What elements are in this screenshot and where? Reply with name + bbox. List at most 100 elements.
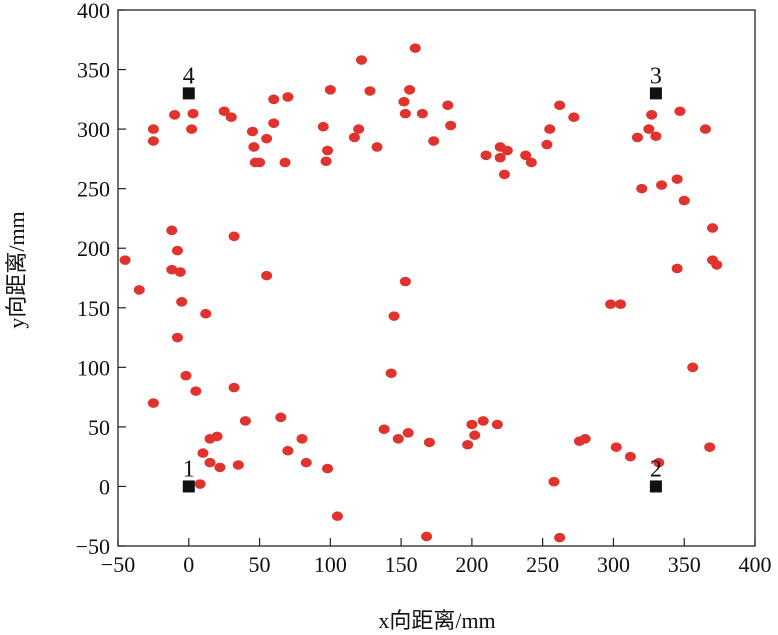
data-point <box>322 463 334 474</box>
data-point <box>416 108 428 119</box>
data-point <box>364 86 376 96</box>
data-point <box>204 457 216 468</box>
x-tick-label: 350 <box>668 552 701 577</box>
data-point <box>248 142 260 152</box>
y-tick-label: 250 <box>77 177 110 202</box>
data-point <box>355 55 367 65</box>
data-point <box>282 445 294 456</box>
data-point <box>704 442 716 452</box>
data-point <box>268 118 280 128</box>
data-point <box>275 412 287 423</box>
data-point <box>246 126 258 137</box>
y-tick-label: 200 <box>77 236 110 261</box>
data-point <box>423 437 435 448</box>
data-point <box>239 416 251 426</box>
data-point <box>187 108 199 119</box>
data-point <box>218 106 230 117</box>
data-point <box>180 370 192 381</box>
data-point <box>404 85 416 95</box>
data-point <box>624 451 636 462</box>
data-point <box>469 430 481 441</box>
data-point <box>268 94 280 105</box>
data-point <box>671 174 683 184</box>
data-point <box>548 476 560 487</box>
data-point <box>186 124 198 134</box>
data-point <box>653 457 665 468</box>
data-point <box>174 267 186 277</box>
data-point <box>119 255 131 265</box>
plot-frame <box>117 9 756 547</box>
data-point <box>711 260 723 270</box>
y-tick-label: 300 <box>77 117 110 142</box>
data-point <box>428 136 440 146</box>
anchor-label: 3 <box>650 63 662 89</box>
data-point <box>466 419 478 430</box>
data-point <box>678 195 690 206</box>
data-point <box>147 124 159 134</box>
x-tick-label: 50 <box>249 552 271 577</box>
x-axis-title: x向距离/mm <box>378 608 495 633</box>
data-point <box>656 180 668 190</box>
data-point <box>392 434 404 444</box>
x-tick-label: −50 <box>101 552 135 577</box>
data-point <box>699 124 711 134</box>
data-point <box>166 264 178 275</box>
data-point <box>176 297 188 307</box>
data-point <box>491 419 503 430</box>
data-point <box>211 431 223 442</box>
data-point <box>650 131 662 142</box>
data-point <box>579 434 591 444</box>
data-point <box>671 263 683 274</box>
data-point <box>442 100 454 111</box>
data-point <box>261 133 273 144</box>
data-point <box>498 169 510 180</box>
data-point <box>409 43 421 53</box>
data-point <box>554 532 566 543</box>
y-axis-title: y向距离/mm <box>4 211 29 328</box>
data-point <box>324 85 336 95</box>
data-point <box>214 462 226 473</box>
y-tick-label: 400 <box>77 0 110 23</box>
data-point <box>228 382 240 393</box>
anchor-marker <box>182 87 195 100</box>
x-tick-label: 250 <box>526 552 559 577</box>
data-point <box>501 145 513 156</box>
data-point <box>320 156 332 167</box>
data-point <box>462 439 474 450</box>
data-point <box>371 142 383 152</box>
data-point <box>615 299 627 310</box>
data-point <box>232 460 244 470</box>
data-point <box>225 112 237 122</box>
data-point <box>282 92 294 102</box>
data-point <box>445 120 457 131</box>
data-point <box>228 231 240 242</box>
data-point <box>610 442 622 452</box>
y-tick-label: 150 <box>77 296 110 321</box>
data-point <box>421 531 433 542</box>
data-point <box>348 132 360 143</box>
data-point <box>402 428 414 438</box>
y-tick-label: 0 <box>99 474 110 499</box>
y-tick-label: 350 <box>77 58 110 83</box>
data-point <box>171 332 183 343</box>
data-point <box>279 157 291 168</box>
data-point <box>200 308 212 319</box>
data-point <box>480 150 492 161</box>
data-point <box>525 157 537 168</box>
data-point <box>554 100 566 111</box>
data-point <box>300 457 312 468</box>
data-point <box>646 110 658 120</box>
data-point <box>687 362 699 373</box>
data-point <box>133 285 145 295</box>
data-point <box>636 183 648 194</box>
data-point <box>477 416 489 426</box>
anchor-markers: 1 2 3 4 <box>182 63 662 493</box>
x-tick-label: 100 <box>314 552 347 577</box>
anchor-label: 2 <box>650 456 662 482</box>
data-point <box>317 121 329 132</box>
data-point <box>331 511 343 522</box>
anchor-label: 4 <box>183 63 195 89</box>
data-point <box>296 434 308 444</box>
data-points <box>119 43 723 543</box>
data-point <box>385 368 397 379</box>
